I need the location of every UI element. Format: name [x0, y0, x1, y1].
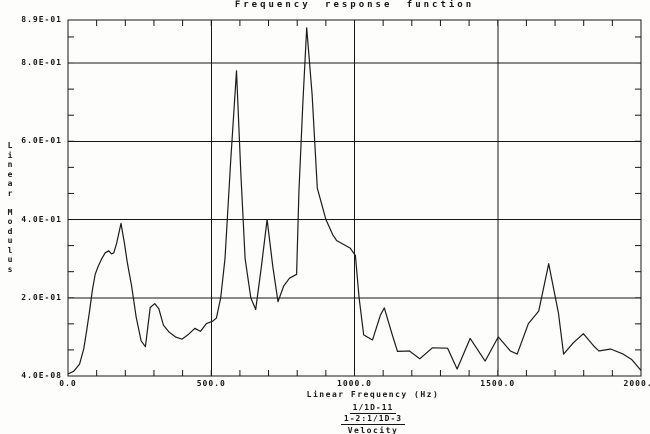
y-tick-label: 8.9E-01 — [21, 15, 62, 24]
chart-title: Frequency response function — [234, 0, 475, 10]
x-tick-label: 500.0 — [196, 379, 226, 388]
x-tick-label: 2000.0 — [623, 379, 650, 388]
x-tick-label: 0.0 — [59, 379, 77, 388]
y-tick-label: 4.0E-01 — [21, 214, 62, 224]
scaling-annotation: 1/1D-11 1-2:1/1D-3 Velocity — [298, 403, 448, 434]
x-tick-label: 1000.0 — [337, 379, 372, 388]
y-tick-label: 8.0E-01 — [21, 58, 62, 68]
x-tick-label: 1500.0 — [480, 379, 516, 388]
y-tick-label: 6.0E-01 — [21, 136, 62, 146]
y-tick-label: 2.0E-01 — [21, 292, 62, 302]
x-axis-title: Linear Frequency (Hz) — [306, 390, 440, 399]
annotation-numerator: 1/1D-11 — [349, 403, 397, 414]
frf-curve — [67, 27, 642, 375]
annotation-denominator: 1-2:1/1D-3 — [340, 414, 406, 425]
y-tick-label: 4.0E-08 — [21, 371, 62, 380]
annotation-velocity-label: Velocity — [347, 426, 399, 434]
